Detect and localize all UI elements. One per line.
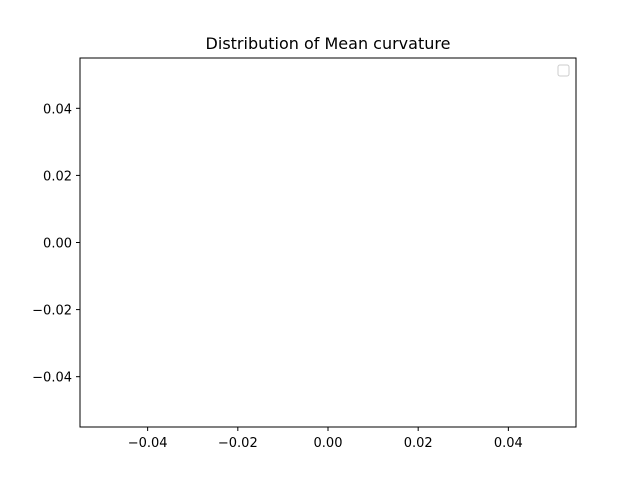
x-tick-label: 0.02 [404, 436, 433, 451]
y-axis-ticks: −0.04 −0.02 0.00 0.02 0.04 [32, 102, 80, 386]
x-axis-ticks: −0.04 −0.02 0.00 0.02 0.04 [128, 427, 523, 451]
legend-box [557, 64, 570, 77]
x-tick-label: −0.02 [218, 436, 258, 451]
y-tick-label: −0.02 [32, 304, 72, 319]
x-tick-label: 0.00 [314, 436, 343, 451]
chart-title: Distribution of Mean curvature [206, 34, 451, 53]
y-tick-label: 0.04 [43, 102, 72, 117]
y-tick-label: 0.02 [43, 169, 72, 184]
y-tick-label: −0.04 [32, 371, 72, 386]
y-tick-label: 0.00 [43, 237, 72, 252]
plot-area-frame [79, 57, 577, 428]
x-tick-label: 0.04 [494, 436, 523, 451]
x-tick-label: −0.04 [128, 436, 168, 451]
